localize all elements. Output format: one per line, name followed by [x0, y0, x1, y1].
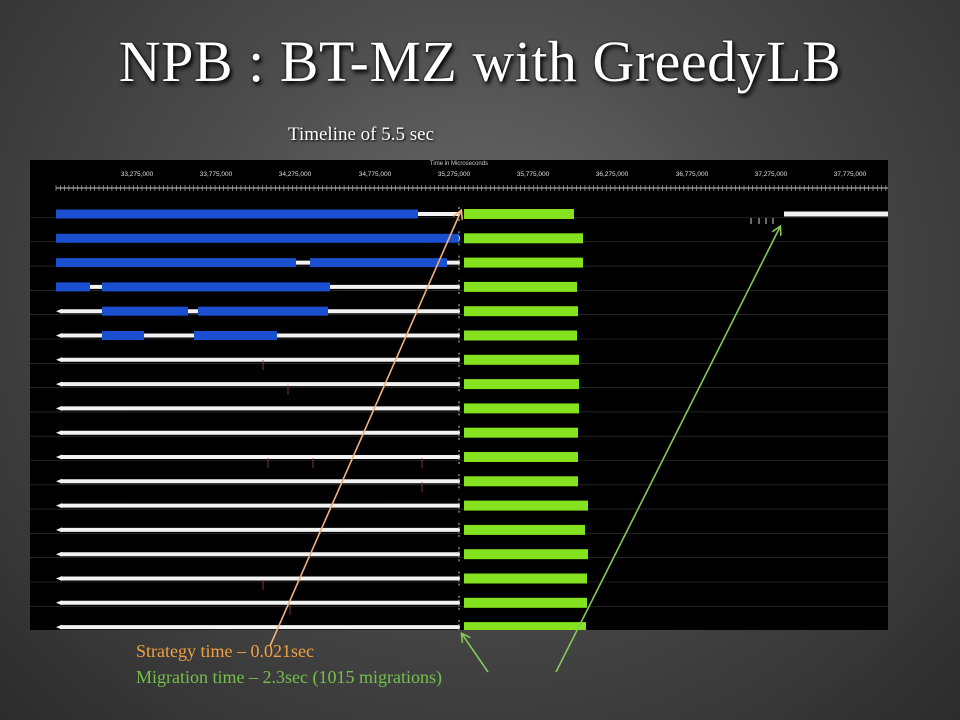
slide-title: NPB : BT-MZ with GreedyLB: [118, 29, 842, 94]
compute-segment: [56, 233, 459, 243]
migration-segment: [464, 330, 577, 341]
migration-time-caption: Migration time – 2.3sec (1015 migrations…: [136, 667, 442, 687]
timeline-subtitle: Timeline of 5.5 sec: [288, 124, 435, 145]
tick-label: 34,275,000: [278, 171, 312, 178]
migration-segment: [464, 427, 578, 438]
tick-label: 33,775,000: [199, 171, 233, 178]
migration-segment: [464, 573, 587, 584]
timeline-rows: [30, 185, 888, 630]
migration-segment: [464, 281, 577, 292]
tick-label: 35,775,000: [516, 171, 550, 178]
compute-segment: [102, 282, 330, 292]
migration-segment: [464, 597, 587, 608]
idle-segment: [60, 455, 460, 459]
migration-start-arrow: [462, 634, 489, 673]
tick-label: 36,275,000: [595, 171, 629, 178]
tick-label: 35,275,000: [437, 171, 471, 178]
tick-label: 34,775,000: [358, 171, 392, 178]
idle-segment: [60, 576, 460, 581]
compute-segment: [102, 331, 144, 340]
compute-segment: [56, 258, 296, 268]
idle-segment: [60, 430, 460, 435]
compute-segment: [310, 258, 447, 268]
idle-segment: [60, 357, 460, 362]
migration-segment: [464, 500, 588, 511]
migration-segment: [464, 622, 586, 630]
timeline-panel[interactable]: Time in Microseconds 33,275,000 33,775,0…: [30, 160, 888, 630]
idle-segment: [60, 600, 460, 605]
tick-label: 33,275,000: [120, 171, 154, 178]
tick-label: 37,775,000: [833, 171, 867, 178]
migration-segment: [464, 209, 574, 219]
idle-segment: [60, 503, 460, 508]
idle-segment: [60, 552, 460, 557]
strategy-time-caption: Strategy time – 0.021sec: [136, 641, 314, 661]
time-axis-title: Time in Microseconds: [429, 161, 489, 167]
migration-segment: [464, 452, 578, 462]
tick-label: 36,775,000: [675, 171, 709, 178]
migration-segment: [464, 354, 579, 365]
migration-segment: [464, 476, 578, 487]
migration-segment: [464, 306, 578, 317]
migration-segment: [464, 379, 579, 390]
migration-segment: [464, 233, 583, 244]
idle-segment: [60, 527, 460, 532]
migration-segment: [464, 549, 588, 560]
compute-segment: [56, 282, 90, 292]
compute-segment: [194, 331, 277, 340]
tick-label: 37,275,000: [754, 171, 788, 178]
idle-segment: [784, 211, 888, 217]
idle-segment: [60, 625, 460, 630]
idle-segment: [60, 479, 460, 484]
migration-segment: [464, 403, 579, 414]
idle-segment: [60, 382, 460, 387]
compute-segment: [198, 306, 328, 316]
compute-segment: [56, 209, 418, 219]
migration-segment: [464, 257, 583, 268]
idle-segment: [60, 406, 460, 411]
compute-segment: [102, 306, 188, 316]
migration-segment: [464, 524, 585, 535]
